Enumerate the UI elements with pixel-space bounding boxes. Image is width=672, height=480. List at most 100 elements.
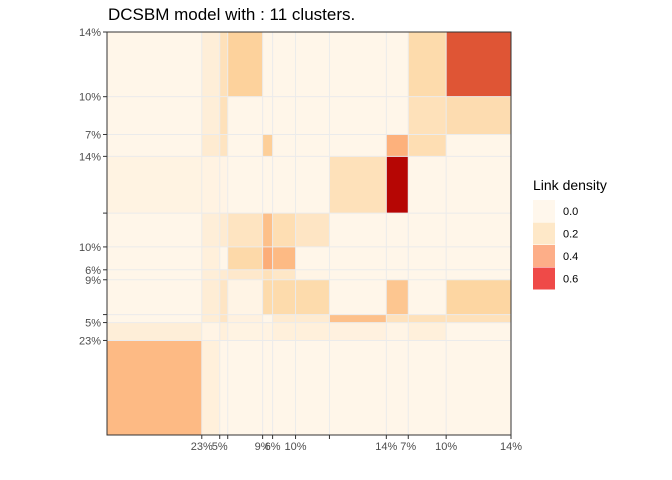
heatmap-cell <box>329 156 387 214</box>
heatmap-cell <box>329 96 387 135</box>
heatmap-cell <box>329 269 387 280</box>
heatmap-cell <box>262 156 273 214</box>
heatmap-cell <box>386 213 409 247</box>
heatmap-cell <box>329 213 387 247</box>
heatmap-cell <box>386 269 409 280</box>
heatmap-cell <box>201 340 220 435</box>
legend-key <box>533 245 555 267</box>
heatmap-cell <box>446 134 511 157</box>
heatmap-cell <box>295 279 330 315</box>
legend-key <box>533 200 555 222</box>
heatmap-cell <box>227 314 263 323</box>
legend-label: 0.6 <box>563 274 578 286</box>
heatmap-cell <box>219 340 228 435</box>
heatmap-cell <box>107 134 202 157</box>
heatmap-cell <box>227 322 263 341</box>
heatmap-cell <box>262 246 273 270</box>
heatmap-cell <box>107 156 202 214</box>
heatmap-cell <box>227 246 263 270</box>
heatmap-cell <box>262 32 273 97</box>
heatmap-cell <box>295 269 330 280</box>
heatmap-cell <box>295 322 330 341</box>
heatmap-cell <box>262 322 273 341</box>
heatmap-cell <box>219 32 228 97</box>
heatmap-cell <box>262 340 273 435</box>
y-axis: 23% 5% 9%6% 10% 14% 7% 10% 14% <box>79 27 107 347</box>
heatmap-cell <box>329 340 387 435</box>
heatmap-cell <box>386 32 409 97</box>
heatmap-cell <box>201 96 220 135</box>
heatmap-cell <box>408 269 447 280</box>
heatmap-cell <box>446 32 511 97</box>
heatmap-cell <box>272 322 296 341</box>
heatmap-cell <box>201 156 220 214</box>
heatmap-cell <box>219 314 228 323</box>
heatmap-cell <box>446 314 511 323</box>
heatmap-cell <box>262 269 273 280</box>
heatmap-cell <box>329 32 387 97</box>
heatmap-cell <box>408 32 447 97</box>
heatmap-cell <box>219 134 228 157</box>
heatmap-cell <box>295 156 330 214</box>
heatmap-cell <box>201 279 220 315</box>
heatmap-cell <box>408 156 447 214</box>
heatmap-cell <box>295 246 330 270</box>
heatmap-cell <box>201 314 220 323</box>
heatmap-cell <box>386 340 409 435</box>
heatmap-cell <box>201 213 220 247</box>
heatmap-cell <box>272 32 296 97</box>
heatmap-cell <box>446 269 511 280</box>
heatmap-cell <box>386 279 409 315</box>
y-tick-label: 10% <box>79 242 101 254</box>
heatmap-cell <box>446 246 511 270</box>
heatmap-cell <box>262 213 273 247</box>
heatmap-cell <box>408 96 447 135</box>
legend-label: 0.0 <box>563 206 578 218</box>
heatmap-cell <box>201 246 220 270</box>
heatmap-cell <box>219 322 228 341</box>
heatmap-cell <box>295 340 330 435</box>
heatmap-cell <box>408 322 447 341</box>
heatmap-cell <box>272 134 296 157</box>
heatmap-cell <box>386 96 409 135</box>
heatmap-cell <box>227 213 263 247</box>
heatmap-cell <box>295 32 330 97</box>
heatmap-cell <box>295 134 330 157</box>
x-tick-label: 14% <box>375 441 397 453</box>
heatmap-cell <box>219 96 228 135</box>
heatmap-cell <box>227 96 263 135</box>
heatmap-cell <box>272 213 296 247</box>
heatmap-cell <box>329 134 387 157</box>
y-tick-label: 5% <box>85 318 101 330</box>
heatmap-cell <box>408 246 447 270</box>
heatmap-grid <box>107 32 511 435</box>
heatmap-cell <box>107 269 202 280</box>
heatmap-cell <box>219 213 228 247</box>
legend-label: 0.4 <box>563 251 578 263</box>
y-tick-label: 7% <box>85 129 101 141</box>
heatmap-cell <box>227 340 263 435</box>
x-tick-label: 10% <box>435 441 457 453</box>
x-tick-label: 14% <box>500 441 522 453</box>
heatmap-cell <box>227 32 263 97</box>
heatmap-cell <box>446 213 511 247</box>
heatmap-cell <box>408 134 447 157</box>
heatmap-cell <box>201 269 220 280</box>
heatmap-cell <box>201 322 220 341</box>
heatmap-cell <box>446 96 511 135</box>
x-tick-label: 7% <box>400 441 416 453</box>
heatmap-cell <box>219 246 228 270</box>
y-tick-label: 9% <box>85 275 101 287</box>
heatmap-cell <box>329 279 387 315</box>
heatmap-cell <box>219 269 228 280</box>
y-tick-label: 6% <box>85 265 101 277</box>
heatmap-cells <box>107 32 511 435</box>
heatmap-cell <box>446 322 511 341</box>
heatmap-cell <box>107 314 202 323</box>
legend-label: 0.2 <box>563 229 578 241</box>
heatmap-cell <box>272 269 296 280</box>
heatmap-cell <box>201 134 220 157</box>
heatmap-cell <box>272 96 296 135</box>
heatmap-cell <box>227 134 263 157</box>
